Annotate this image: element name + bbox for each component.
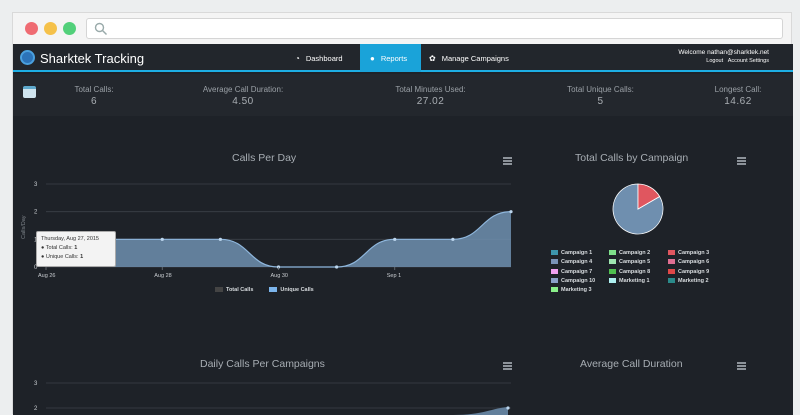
x-tick-label: Aug 30 bbox=[271, 273, 288, 279]
y-tick-label: 2 bbox=[34, 406, 38, 412]
stat-value: 27.02 bbox=[416, 96, 445, 107]
chart-legend: Total Calls Unique Calls bbox=[215, 287, 314, 293]
stat-label: Total Unique Calls: bbox=[567, 85, 634, 94]
chart-title-calls-per-day: Calls Per Day bbox=[232, 152, 297, 164]
stat-value: 5 bbox=[597, 96, 604, 107]
x-tick-label: Sep 1 bbox=[387, 273, 401, 279]
data-point bbox=[335, 265, 339, 269]
legend-item-unique[interactable]: Unique Calls bbox=[269, 287, 314, 293]
stats-bar: Total Calls: 6 Average Call Duration: 4.… bbox=[13, 74, 793, 116]
nav-reports-label: Reports bbox=[380, 53, 408, 63]
data-point bbox=[451, 237, 455, 241]
gear-icon: ✿ bbox=[429, 53, 436, 63]
stat-total-calls: Total Calls: 6 bbox=[68, 84, 120, 108]
chart-menu-icon[interactable] bbox=[737, 157, 746, 166]
close-dot[interactable] bbox=[25, 22, 38, 35]
chart-title-avg-duration: Average Call Duration bbox=[580, 358, 683, 370]
tooltip-date: Thursday, Aug 27, 2015 bbox=[41, 236, 99, 242]
nav-dashboard[interactable]: ◔ Dashboard bbox=[285, 44, 353, 72]
y-axis-label: Calls/Day bbox=[21, 215, 27, 239]
chart-title-total-by-campaign: Total Calls by Campaign bbox=[575, 152, 689, 164]
stat-value: 14.62 bbox=[724, 96, 752, 107]
app-title: Sharktek Tracking bbox=[40, 51, 145, 66]
search-icon bbox=[94, 22, 108, 36]
stat-label: Average Call Duration: bbox=[202, 85, 284, 94]
pie-legend-item[interactable]: Campaign 4 bbox=[551, 259, 592, 265]
chart-menu-icon[interactable] bbox=[503, 362, 512, 371]
data-point bbox=[509, 210, 513, 214]
stat-unique-calls: Total Unique Calls: 5 bbox=[553, 84, 648, 108]
pie-legend-item[interactable]: Campaign 7 bbox=[551, 269, 592, 275]
calendar-icon[interactable] bbox=[23, 86, 36, 98]
pie-legend-item[interactable]: Campaign 9 bbox=[668, 269, 709, 275]
legend-item-total[interactable]: Total Calls bbox=[215, 287, 253, 293]
pie-legend-item[interactable]: Campaign 1 bbox=[551, 250, 592, 256]
user-menu: Welcome nathan@sharktek.net Logout Accou… bbox=[678, 48, 769, 66]
area-fill bbox=[453, 407, 508, 415]
reports-icon: ● bbox=[370, 53, 375, 63]
x-tick-label: Aug 28 bbox=[154, 273, 171, 279]
x-tick-label: Aug 26 bbox=[38, 273, 55, 279]
pie-legend-item[interactable]: Campaign 10 bbox=[551, 278, 595, 284]
pie-legend-item[interactable]: Marketing 2 bbox=[668, 278, 709, 284]
data-point bbox=[218, 237, 222, 241]
dashboard-gauge-icon: ◔ bbox=[295, 53, 300, 63]
pie-slice bbox=[637, 183, 661, 210]
top-navbar: Sharktek Tracking ◔ Dashboard ● Reports … bbox=[13, 44, 793, 72]
pie-legend-item[interactable]: Campaign 6 bbox=[668, 259, 709, 265]
minimize-dot[interactable] bbox=[44, 22, 57, 35]
data-point bbox=[506, 406, 510, 410]
chart-menu-icon[interactable] bbox=[503, 157, 512, 166]
data-point bbox=[160, 237, 164, 241]
pie-legend-item[interactable]: Marketing 1 bbox=[609, 278, 650, 284]
y-tick-label: 3 bbox=[34, 182, 38, 188]
stat-label: Total Calls: bbox=[74, 85, 114, 94]
y-tick-label: 3 bbox=[34, 381, 38, 387]
tooltip-total: ● Total Calls: 1 bbox=[41, 245, 78, 251]
chart-title-daily-per-campaign: Daily Calls Per Campaigns bbox=[200, 358, 325, 370]
y-tick-label: 0 bbox=[34, 265, 38, 271]
tooltip-unique: ● Unique Calls: 1 bbox=[41, 254, 84, 260]
account-settings-link[interactable]: Account Settings bbox=[727, 58, 769, 64]
stat-avg-duration: Average Call Duration: 4.50 bbox=[188, 84, 298, 108]
browser-chrome bbox=[13, 13, 791, 44]
pie-legend-item[interactable]: Campaign 8 bbox=[609, 269, 650, 275]
nav-reports[interactable]: ● Reports bbox=[360, 44, 421, 72]
shark-logo-icon bbox=[20, 50, 35, 65]
campaign-pie-chart bbox=[612, 183, 664, 235]
stat-label: Longest Call: bbox=[714, 85, 762, 94]
nav-dashboard-label: Dashboard bbox=[305, 53, 343, 63]
nav-manage-campaigns[interactable]: ✿ Manage Campaigns bbox=[419, 44, 519, 72]
pie-legend-item[interactable]: Campaign 2 bbox=[609, 250, 650, 256]
nav-manage-label: Manage Campaigns bbox=[441, 53, 509, 63]
address-bar[interactable] bbox=[86, 18, 783, 39]
stat-longest-call: Longest Call: 14.62 bbox=[703, 84, 773, 108]
stat-value: 4.50 bbox=[232, 96, 254, 107]
browser-window: Sharktek Tracking ◔ Dashboard ● Reports … bbox=[12, 12, 793, 415]
chart-tooltip: Thursday, Aug 27, 2015 ● Total Calls: 1 … bbox=[36, 231, 116, 267]
pie-legend-item[interactable]: Campaign 3 bbox=[668, 250, 709, 256]
pie-legend-item[interactable]: Campaign 5 bbox=[609, 259, 650, 265]
y-tick-label: 2 bbox=[34, 210, 38, 216]
stat-label: Total Minutes Used: bbox=[395, 85, 466, 94]
pie-legend-item[interactable]: Marketing 3 bbox=[551, 287, 592, 293]
app: Sharktek Tracking ◔ Dashboard ● Reports … bbox=[13, 44, 793, 415]
area-fill bbox=[46, 211, 511, 267]
data-point bbox=[393, 237, 397, 241]
welcome-text: Welcome nathan@sharktek.net bbox=[678, 49, 769, 56]
maximize-dot[interactable] bbox=[63, 22, 76, 35]
logout-link[interactable]: Logout bbox=[706, 58, 724, 64]
chart-menu-icon[interactable] bbox=[737, 362, 746, 371]
daily-per-campaign-chart: 32 bbox=[34, 381, 511, 415]
stat-total-minutes: Total Minutes Used: 27.02 bbox=[378, 84, 483, 108]
stat-value: 6 bbox=[90, 96, 98, 107]
